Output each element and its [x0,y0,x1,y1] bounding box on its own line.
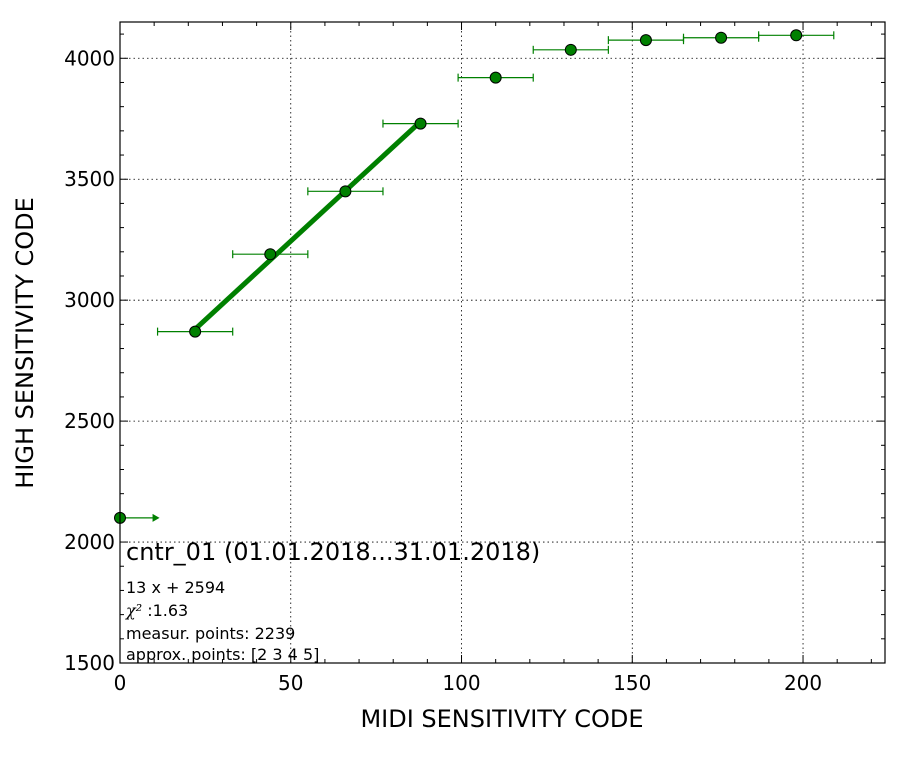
error-bars [120,31,835,522]
x-tick-label: 200 [784,671,822,695]
grid-lines [119,22,885,663]
y-tick-label: 2500 [64,409,115,433]
fit-line [193,119,423,332]
x-tick-label: 150 [613,671,651,695]
data-point [189,325,202,338]
x-tick-label: 0 [114,671,127,695]
data-point [339,185,352,198]
annotation-approx-points: approx. points: [2 3 4 5] [126,645,319,664]
annotation-chi: χ² :1.63 [125,601,188,620]
y-tick-labels: 1500 2000 2500 3000 3500 4000 [64,46,115,675]
data-point [264,248,277,261]
annotation-title: cntr_01 (01.01.2018...31.01.2018) [126,538,540,566]
annotation-equation: 13 x + 2594 [126,578,225,597]
y-tick-label: 4000 [64,46,115,70]
data-points [114,29,803,524]
fit-line-layer [193,119,423,332]
chi-value: :1.63 [142,601,188,620]
x-tick-label: 100 [442,671,480,695]
data-point [489,71,502,84]
y-axis-label: HIGH SENSITIVITY CODE [11,197,39,489]
chi-symbol: χ² [125,601,142,620]
data-point [564,43,577,56]
y-tick-label: 3500 [64,167,115,191]
annotation-measur-points: measur. points: 2239 [126,624,295,643]
data-point [639,34,652,47]
x-tick-label: 50 [278,671,303,695]
y-tick-label: 3000 [64,288,115,312]
plot-frame [119,21,886,664]
x-tick-labels: 0 50 100 150 200 [114,671,822,695]
x-axis-label: MIDI SENSITIVITY CODE [360,705,643,733]
y-tick-label: 2000 [64,530,115,554]
y-tick-label: 1500 [64,651,115,675]
data-point [414,117,427,130]
error-arrow-right [152,513,160,522]
data-point [715,31,728,44]
axis-ticks [119,22,885,664]
data-point [790,29,803,42]
